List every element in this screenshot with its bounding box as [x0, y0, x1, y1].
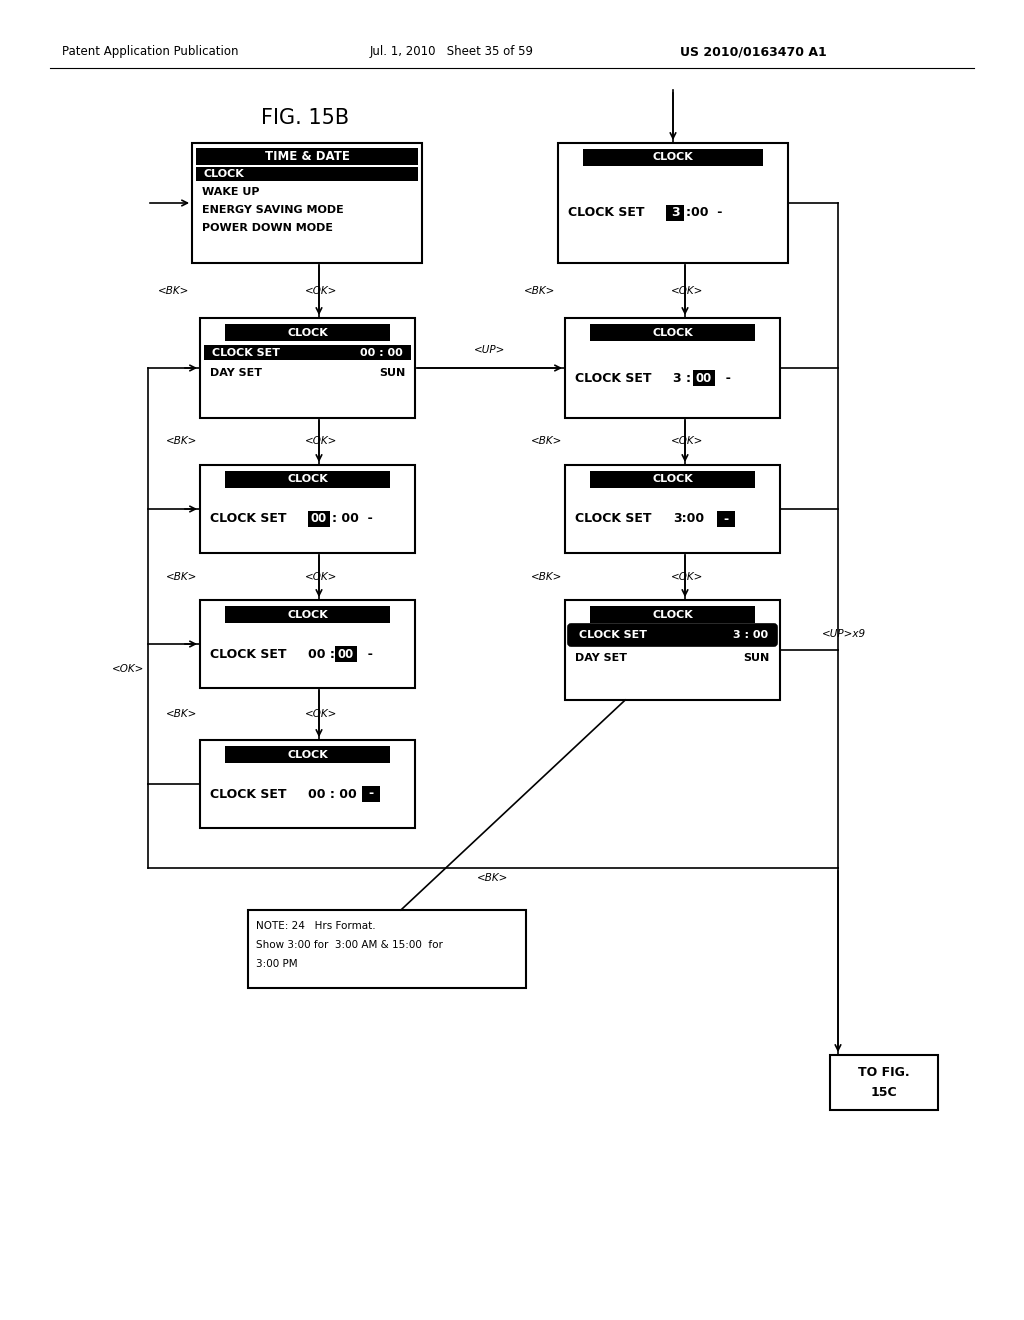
- Bar: [666, 205, 684, 220]
- Text: <BK>: <BK>: [166, 572, 198, 582]
- Text: <OK>: <OK>: [671, 285, 703, 296]
- Text: 00 : 00: 00 : 00: [360, 347, 403, 358]
- Text: Patent Application Publication: Patent Application Publication: [62, 45, 239, 58]
- Text: CLOCK: CLOCK: [204, 169, 245, 180]
- Text: CLOCK: CLOCK: [287, 750, 328, 759]
- Text: CLOCK SET: CLOCK SET: [210, 648, 287, 660]
- Bar: [693, 370, 715, 385]
- Text: POWER DOWN MODE: POWER DOWN MODE: [202, 223, 333, 234]
- Text: <BK>: <BK>: [531, 572, 562, 582]
- Text: <OK>: <OK>: [305, 285, 337, 296]
- Text: NOTE: 24   Hrs Format.: NOTE: 24 Hrs Format.: [256, 921, 376, 931]
- Bar: [225, 471, 390, 488]
- Text: :00  -: :00 -: [686, 206, 722, 219]
- Text: -: -: [717, 371, 731, 384]
- Text: WAKE UP: WAKE UP: [202, 187, 259, 197]
- Bar: [193, 143, 422, 263]
- Text: 3:00: 3:00: [673, 512, 705, 525]
- Bar: [558, 143, 788, 263]
- Text: <UP>: <UP>: [474, 345, 506, 355]
- Bar: [590, 606, 755, 623]
- Bar: [830, 1055, 938, 1110]
- Bar: [200, 318, 415, 418]
- Text: 15C: 15C: [870, 1086, 897, 1100]
- Text: -: -: [369, 788, 374, 800]
- Text: <OK>: <OK>: [671, 437, 703, 446]
- Text: TO FIG.: TO FIG.: [858, 1067, 909, 1080]
- Text: US 2010/0163470 A1: US 2010/0163470 A1: [680, 45, 826, 58]
- Text: <BK>: <BK>: [477, 873, 509, 883]
- Text: Jul. 1, 2010   Sheet 35 of 59: Jul. 1, 2010 Sheet 35 of 59: [370, 45, 534, 58]
- Bar: [308, 511, 330, 527]
- Text: 3: 3: [671, 206, 679, 219]
- Text: <OK>: <OK>: [305, 572, 337, 582]
- Bar: [200, 465, 415, 553]
- Bar: [335, 645, 357, 663]
- Bar: [225, 323, 390, 341]
- Text: DAY SET: DAY SET: [575, 653, 627, 663]
- Bar: [196, 148, 418, 165]
- Text: 00: 00: [338, 648, 354, 660]
- Bar: [565, 318, 780, 418]
- Bar: [565, 601, 780, 700]
- Bar: [717, 511, 735, 527]
- Text: -: -: [723, 512, 728, 525]
- Bar: [362, 785, 380, 803]
- Text: 3 :: 3 :: [673, 371, 691, 384]
- Text: SUN: SUN: [379, 368, 406, 378]
- Text: CLOCK: CLOCK: [652, 327, 693, 338]
- Text: <OK>: <OK>: [112, 664, 144, 675]
- Text: CLOCK SET: CLOCK SET: [210, 512, 287, 525]
- Text: 3 : 00: 3 : 00: [733, 630, 768, 640]
- Text: CLOCK: CLOCK: [652, 474, 693, 484]
- Text: <OK>: <OK>: [305, 437, 337, 446]
- Bar: [200, 601, 415, 688]
- Text: <OK>: <OK>: [305, 709, 337, 719]
- Text: Show 3:00 for  3:00 AM & 15:00  for: Show 3:00 for 3:00 AM & 15:00 for: [256, 940, 442, 950]
- Text: 3:00 PM: 3:00 PM: [256, 960, 298, 969]
- Text: 00 : 00: 00 : 00: [308, 788, 356, 800]
- Text: CLOCK SET: CLOCK SET: [579, 630, 647, 640]
- Bar: [590, 323, 755, 341]
- Bar: [565, 465, 780, 553]
- Bar: [225, 746, 390, 763]
- Bar: [225, 606, 390, 623]
- FancyBboxPatch shape: [568, 624, 777, 645]
- Bar: [590, 471, 755, 488]
- Text: DAY SET: DAY SET: [210, 368, 262, 378]
- Text: 00: 00: [311, 512, 327, 525]
- Text: CLOCK: CLOCK: [652, 153, 693, 162]
- Bar: [196, 168, 418, 181]
- Text: 00: 00: [696, 371, 712, 384]
- Text: CLOCK: CLOCK: [287, 327, 328, 338]
- Text: <UP>x9: <UP>x9: [822, 630, 866, 639]
- Text: CLOCK SET: CLOCK SET: [575, 371, 651, 384]
- Text: <BK>: <BK>: [159, 285, 189, 296]
- Text: CLOCK: CLOCK: [652, 610, 693, 619]
- Text: -: -: [359, 648, 373, 660]
- Text: CLOCK: CLOCK: [287, 610, 328, 619]
- Bar: [583, 149, 763, 166]
- Text: SUN: SUN: [743, 653, 770, 663]
- Text: CLOCK: CLOCK: [287, 474, 328, 484]
- Bar: [200, 741, 415, 828]
- Text: 00 :: 00 :: [308, 648, 335, 660]
- Text: TIME & DATE: TIME & DATE: [264, 150, 349, 162]
- Text: FIG. 15B: FIG. 15B: [261, 108, 349, 128]
- Text: <BK>: <BK>: [524, 285, 556, 296]
- Bar: [204, 345, 411, 360]
- Text: CLOCK SET: CLOCK SET: [210, 788, 287, 800]
- Text: CLOCK SET: CLOCK SET: [212, 347, 280, 358]
- Text: CLOCK SET: CLOCK SET: [575, 512, 651, 525]
- Text: <BK>: <BK>: [166, 437, 198, 446]
- Text: <OK>: <OK>: [671, 572, 703, 582]
- Bar: [248, 909, 526, 987]
- Text: CLOCK SET: CLOCK SET: [568, 206, 644, 219]
- Text: ENERGY SAVING MODE: ENERGY SAVING MODE: [202, 205, 344, 215]
- Text: <BK>: <BK>: [166, 709, 198, 719]
- Text: <BK>: <BK>: [531, 437, 562, 446]
- Text: : 00  -: : 00 -: [332, 512, 373, 525]
